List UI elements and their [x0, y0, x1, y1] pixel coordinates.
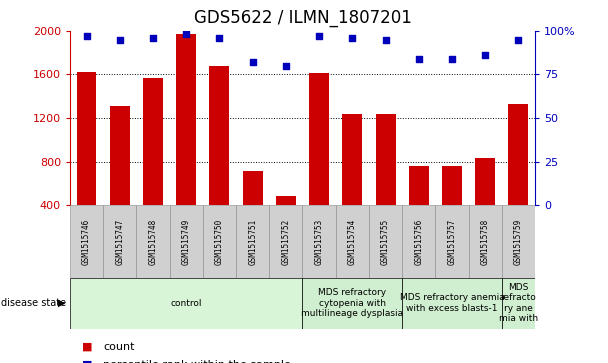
Text: GSM1515759: GSM1515759: [514, 218, 523, 265]
Bar: [176, 34, 196, 249]
Text: GSM1515758: GSM1515758: [481, 218, 489, 265]
Bar: [475, 158, 495, 249]
Bar: [369, 205, 402, 278]
Bar: [435, 205, 469, 278]
Bar: [143, 78, 163, 249]
Point: [314, 33, 324, 39]
Text: GSM1515750: GSM1515750: [215, 218, 224, 265]
Bar: [70, 205, 103, 278]
Point: [347, 35, 357, 41]
Text: GSM1515757: GSM1515757: [447, 218, 457, 265]
Text: ■: ■: [82, 342, 92, 352]
Bar: [136, 205, 170, 278]
Point: [514, 37, 523, 42]
Bar: [269, 205, 302, 278]
Bar: [302, 205, 336, 278]
Text: GSM1515749: GSM1515749: [182, 218, 191, 265]
Text: GSM1515747: GSM1515747: [116, 218, 124, 265]
Point: [447, 56, 457, 62]
Text: MDS refractory
cytopenia with
multilineage dysplasia: MDS refractory cytopenia with multilinea…: [301, 288, 403, 318]
Title: GDS5622 / ILMN_1807201: GDS5622 / ILMN_1807201: [193, 9, 412, 27]
Text: percentile rank within the sample: percentile rank within the sample: [103, 360, 291, 363]
Bar: [402, 205, 435, 278]
Bar: [276, 196, 296, 249]
Point: [115, 37, 125, 42]
Bar: [103, 205, 136, 278]
Point: [215, 35, 224, 41]
Text: MDS refractory anemia
with excess blasts-1: MDS refractory anemia with excess blasts…: [399, 293, 505, 313]
Bar: [203, 205, 236, 278]
Bar: [209, 66, 229, 249]
Text: GSM1515751: GSM1515751: [248, 218, 257, 265]
Text: GSM1515753: GSM1515753: [314, 218, 323, 265]
Bar: [243, 171, 263, 249]
Bar: [502, 278, 535, 329]
Text: GSM1515755: GSM1515755: [381, 218, 390, 265]
Bar: [409, 166, 429, 249]
Bar: [77, 72, 97, 249]
Point: [81, 33, 91, 39]
Text: GSM1515756: GSM1515756: [414, 218, 423, 265]
Point: [148, 35, 158, 41]
Bar: [309, 73, 329, 249]
Bar: [110, 106, 130, 249]
Bar: [469, 205, 502, 278]
Bar: [508, 104, 528, 249]
Text: disease state: disease state: [1, 298, 66, 308]
Text: GSM1515746: GSM1515746: [82, 218, 91, 265]
Point: [381, 37, 390, 42]
Text: GSM1515754: GSM1515754: [348, 218, 357, 265]
Bar: [442, 166, 462, 249]
Bar: [502, 205, 535, 278]
Point: [248, 59, 258, 65]
Bar: [402, 278, 502, 329]
Bar: [236, 205, 269, 278]
Bar: [302, 278, 402, 329]
Bar: [342, 114, 362, 249]
Text: ▶: ▶: [58, 298, 66, 308]
Point: [281, 63, 291, 69]
Point: [414, 56, 424, 62]
Bar: [376, 114, 395, 249]
Text: control: control: [170, 299, 202, 307]
Text: GSM1515748: GSM1515748: [148, 218, 157, 265]
Text: count: count: [103, 342, 135, 352]
Bar: [170, 205, 203, 278]
Bar: [70, 278, 302, 329]
Text: ■: ■: [82, 360, 92, 363]
Bar: [336, 205, 369, 278]
Point: [480, 52, 490, 58]
Point: [181, 32, 191, 37]
Text: MDS
refracto
ry ane
mia with: MDS refracto ry ane mia with: [499, 283, 538, 323]
Text: GSM1515752: GSM1515752: [282, 218, 291, 265]
